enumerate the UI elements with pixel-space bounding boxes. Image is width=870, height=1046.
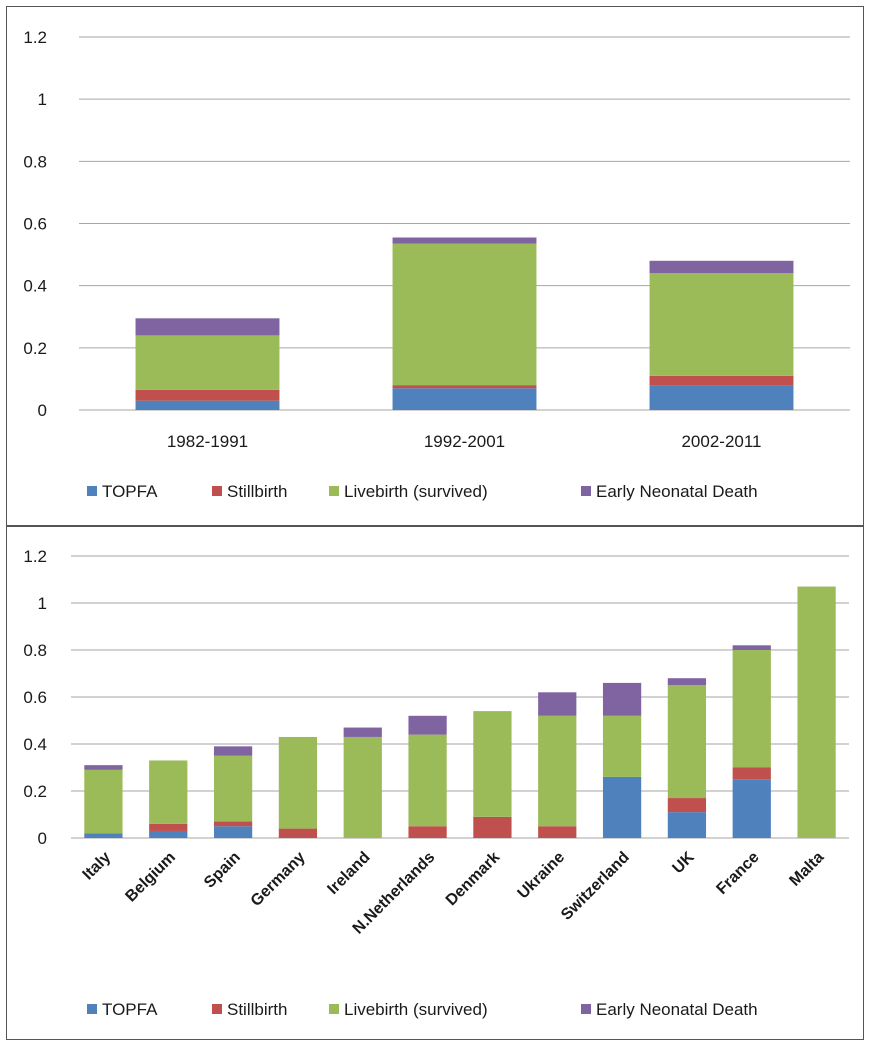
bar-segment-livebirth-survived-denmark (473, 711, 512, 817)
x-category-label: 2002-2011 (681, 432, 761, 451)
x-category-label: 1982-1991 (167, 432, 248, 451)
y-tick-label: 0.4 (23, 277, 47, 296)
chart-period-svg: 0 0.2 0.4 0.6 0.8 1 1.2 1982-1991 1992-2001 2002-… (23, 28, 850, 501)
legend-swatch-livebirth-survived (329, 1004, 339, 1014)
legend-label-topfa: TOPFA (102, 1000, 158, 1019)
bar-segment-livebirth-survived-1982-1991 (135, 335, 280, 390)
chart-panel-period: 0 0.2 0.4 0.6 0.8 1 1.2 1982-1991 1992-2001 2002-… (6, 6, 864, 526)
x-category-label: Switzerland (558, 849, 633, 924)
chart-country-svg: 0 0.2 0.4 0.6 0.8 1 1.2 Italy Belgium Spain German… (23, 547, 849, 1019)
x-category-label: France (713, 849, 762, 898)
x-category-label: Ireland (324, 849, 373, 898)
legend-swatch-early-neonatal-death (581, 486, 591, 496)
x-category-label: 1992-2001 (424, 432, 505, 451)
y-tick-label: 0.2 (23, 782, 47, 801)
bar-segment-stillbirth-spain (213, 821, 253, 827)
legend-label-early-neonatal-death: Early Neonatal Death (596, 1000, 758, 1019)
x-category-label: UK (669, 848, 698, 877)
bar-segment-topfa-spain (213, 826, 253, 838)
bar-segment-livebirth-survived-spain (213, 755, 253, 822)
x-category-label: Malta (786, 849, 827, 890)
bar-segment-early-neonatal-death-switzerland (602, 682, 642, 716)
bar-segment-livebirth-survived-ireland (343, 736, 382, 838)
bar-segment-stillbirth-belgium (149, 823, 188, 831)
bar-segment-topfa-2002-2011 (649, 385, 794, 410)
bar-segment-livebirth-survived-n-netherlands (408, 734, 447, 827)
legend-swatch-topfa (87, 486, 97, 496)
legend-label-topfa: TOPFA (102, 482, 158, 501)
legend-label-livebirth-survived: Livebirth (survived) (344, 1000, 488, 1019)
bar-segment-stillbirth-1982-1991 (135, 389, 280, 401)
x-category-label: Spain (201, 849, 244, 892)
y-tick-label: 0 (38, 829, 47, 848)
bar-segment-livebirth-survived-2002-2011 (649, 273, 794, 376)
bar-segment-stillbirth-n-netherlands (408, 826, 447, 838)
bar-segment-livebirth-survived-1992-2001 (392, 243, 537, 386)
legend-label-stillbirth: Stillbirth (227, 482, 287, 501)
legend-swatch-livebirth-survived (329, 486, 339, 496)
bar-segment-stillbirth-uk (667, 798, 707, 813)
chart-panel-country: 0 0.2 0.4 0.6 0.8 1 1.2 Italy Belgium Spain German… (6, 526, 864, 1040)
bar-segment-topfa-switzerland (602, 776, 642, 838)
y-tick-label: 0 (38, 401, 47, 420)
y-tick-label: 1.2 (23, 28, 47, 47)
bar-segment-topfa-france (732, 779, 771, 838)
bar-segment-topfa-uk (667, 812, 707, 838)
bar-segment-livebirth-survived-uk (667, 685, 707, 799)
bar-segment-early-neonatal-death-2002-2011 (649, 260, 794, 274)
bar-segment-stillbirth-1992-2001 (392, 385, 537, 389)
bar-segment-livebirth-survived-switzerland (602, 715, 642, 777)
x-category-label: Ukraine (515, 849, 569, 903)
y-tick-label: 1 (38, 594, 47, 613)
bar-segment-early-neonatal-death-italy (84, 765, 123, 770)
bar-segment-topfa-belgium (149, 830, 188, 838)
bar-segment-topfa-1992-2001 (392, 388, 537, 410)
legend-swatch-stillbirth (212, 1004, 222, 1014)
bar-segment-stillbirth-ukraine (538, 826, 577, 838)
bar-segment-early-neonatal-death-ireland (343, 727, 382, 737)
bar-segment-early-neonatal-death-france (732, 645, 771, 650)
bar-segment-topfa-1982-1991 (135, 400, 280, 410)
bar-segment-livebirth-survived-ukraine (538, 715, 577, 827)
y-tick-label: 1.2 (23, 547, 47, 566)
y-tick-label: 1 (38, 90, 47, 109)
bar-segment-livebirth-survived-malta (797, 586, 836, 838)
bar-segment-early-neonatal-death-1982-1991 (135, 318, 280, 336)
bar-segment-early-neonatal-death-spain (213, 746, 253, 756)
bar-segment-stillbirth-france (732, 767, 771, 780)
legend-label-stillbirth: Stillbirth (227, 1000, 287, 1019)
bar-segment-stillbirth-germany (278, 828, 318, 838)
bar-segment-livebirth-survived-france (732, 650, 771, 768)
x-category-label: Belgium (122, 849, 179, 906)
x-category-label: Germany (248, 849, 309, 910)
bar-segment-stillbirth-denmark (473, 816, 512, 838)
y-tick-label: 0.4 (23, 735, 47, 754)
y-tick-label: 0.6 (23, 688, 47, 707)
bar-segment-early-neonatal-death-ukraine (538, 692, 577, 716)
y-tick-label: 0.6 (23, 215, 47, 234)
bar-segment-early-neonatal-death-uk (667, 678, 707, 686)
bar-segment-livebirth-survived-germany (278, 736, 318, 829)
legend-label-livebirth-survived: Livebirth (survived) (344, 482, 488, 501)
legend-swatch-topfa (87, 1004, 97, 1014)
y-tick-label: 0.8 (23, 641, 47, 660)
x-category-label: Denmark (443, 849, 504, 910)
bar-segment-topfa-italy (84, 833, 123, 838)
legend-swatch-stillbirth (212, 486, 222, 496)
x-category-label: Italy (80, 849, 115, 884)
legend-swatch-early-neonatal-death (581, 1004, 591, 1014)
bar-segment-early-neonatal-death-n-netherlands (408, 715, 447, 735)
legend-label-early-neonatal-death: Early Neonatal Death (596, 482, 758, 501)
bar-segment-livebirth-survived-italy (84, 769, 123, 834)
y-tick-label: 0.8 (23, 152, 47, 171)
bar-segment-livebirth-survived-belgium (149, 760, 188, 824)
bar-segment-early-neonatal-death-1992-2001 (392, 237, 537, 244)
bar-segment-stillbirth-2002-2011 (649, 375, 794, 386)
y-tick-label: 0.2 (23, 339, 47, 358)
